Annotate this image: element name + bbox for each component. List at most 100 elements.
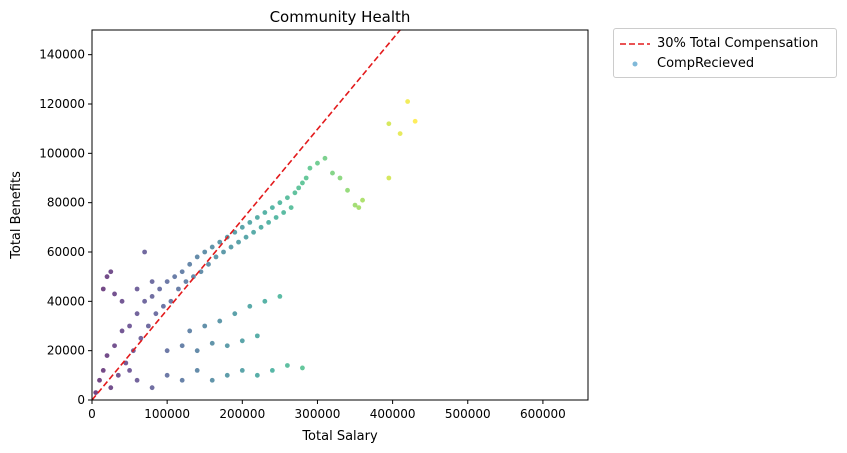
y-tick-label: 0: [77, 393, 85, 407]
scatter-point: [254, 372, 260, 378]
scatter-point: [202, 323, 208, 329]
scatter-point: [179, 343, 185, 349]
scatter-point: [209, 340, 215, 346]
scatter-point: [93, 390, 99, 395]
scatter-point: [239, 368, 245, 373]
scatter-point: [266, 220, 272, 225]
legend-item-scatter: CompRecieved: [614, 54, 836, 74]
scatter-dot-swatch-icon: [632, 61, 638, 67]
scatter-point: [142, 249, 148, 255]
scatter-point: [153, 311, 159, 317]
y-tick-label: 20000: [47, 344, 85, 358]
scatter-point: [202, 249, 208, 255]
scatter-point: [296, 185, 302, 191]
x-tick-label: 100000: [144, 407, 190, 421]
chart-title: Community Health: [270, 8, 411, 26]
x-tick-label: 300000: [295, 407, 341, 421]
scatter-point: [251, 229, 256, 235]
scatter-point: [277, 294, 283, 299]
scatter-point: [315, 160, 320, 166]
legend-label-line: 30% Total Compensation: [657, 36, 819, 51]
scatter-point: [104, 274, 110, 280]
scatter-point: [386, 175, 392, 181]
scatter-point: [284, 195, 290, 201]
scatter-point: [307, 165, 313, 171]
scatter-point: [108, 385, 114, 391]
scatter-point: [160, 303, 166, 309]
scatter-point: [168, 298, 174, 304]
scatter-point: [303, 175, 309, 181]
scatter-point: [104, 353, 110, 358]
scatter-point: [232, 311, 238, 317]
y-axis: 0 20000 40000 60000 80000 100000 120000 140000: [39, 48, 92, 407]
scatter-point: [100, 368, 106, 373]
plot-area: [91, 29, 589, 401]
scatter-point: [100, 286, 106, 292]
scatter-point: [262, 210, 268, 215]
scatter-point: [176, 286, 181, 292]
legend: 30% Total Compensation CompRecieved: [613, 28, 837, 78]
y-axis-label: Total Benefits: [9, 171, 24, 260]
legend-label-scatter: CompRecieved: [657, 56, 755, 71]
y-tick-label: 60000: [47, 245, 85, 259]
scatter-point: [157, 286, 163, 292]
scatter-point: [97, 377, 102, 383]
x-tick-label: 600000: [520, 407, 566, 421]
scatter-point: [149, 294, 155, 299]
scatter-point: [239, 338, 245, 344]
scatter-point: [217, 239, 223, 245]
scatter-point: [179, 269, 185, 275]
x-axis: 0 100000 200000 300000 400000 500000 600000: [88, 400, 566, 421]
scatter-point: [269, 368, 275, 373]
scatter-point: [164, 279, 170, 284]
scatter-point: [221, 249, 226, 255]
scatter-point: [138, 335, 144, 341]
scatter-point: [127, 368, 132, 373]
scatter-point: [360, 197, 365, 203]
scatter-point: [330, 170, 335, 176]
scatter-point: [254, 215, 260, 220]
scatter-point: [243, 234, 249, 240]
dashed-line-swatch-icon: [620, 43, 650, 45]
scatter-point: [277, 200, 283, 206]
reference-line: [92, 30, 401, 400]
y-tick-label: 120000: [39, 97, 85, 111]
scatter-point: [127, 323, 132, 329]
scatter-point: [405, 99, 411, 104]
scatter-point: [194, 348, 200, 354]
legend-item-line: 30% Total Compensation: [614, 34, 836, 54]
scatter-point: [194, 368, 200, 373]
scatter-point: [149, 385, 155, 391]
scatter-point: [217, 318, 223, 324]
scatter-point: [112, 343, 117, 349]
scatter-point: [213, 254, 219, 260]
scatter-point: [284, 363, 290, 368]
y-tick-label: 80000: [47, 196, 85, 210]
y-tick-label: 100000: [39, 146, 85, 160]
y-tick-label: 140000: [39, 48, 85, 62]
scatter-point: [356, 205, 362, 211]
scatter-point: [386, 121, 392, 127]
scatter-point: [262, 298, 268, 304]
scatter-point: [247, 303, 253, 309]
scatter-point: [300, 180, 305, 186]
scatter-point: [187, 261, 193, 267]
scatter-point: [134, 377, 140, 383]
scatter-point: [209, 377, 215, 383]
scatter-point: [108, 269, 114, 275]
scatter-point: [187, 328, 193, 334]
scatter-point: [194, 254, 200, 260]
scatter-point: [258, 224, 264, 230]
x-tick-label: 500000: [445, 407, 491, 421]
scatter-point: [134, 311, 140, 317]
scatter-point: [149, 279, 155, 284]
scatter-point: [119, 328, 125, 334]
scatter-point: [345, 187, 350, 193]
scatter-point: [134, 286, 140, 292]
scatter-point: [164, 348, 170, 354]
plot-frame: [91, 29, 589, 401]
scatter-point: [142, 298, 148, 304]
scatter-point: [119, 298, 125, 304]
scatter-point: [112, 291, 117, 297]
scatter-point: [224, 343, 230, 349]
